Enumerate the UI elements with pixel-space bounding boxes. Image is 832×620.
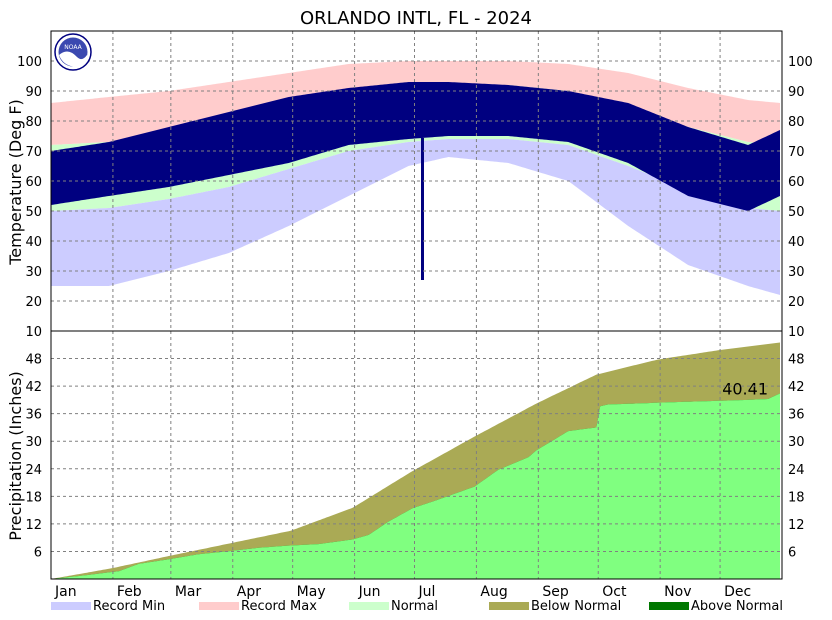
temp-tick-left: 20 — [25, 295, 42, 310]
precip-tick-right: 48 — [788, 353, 805, 368]
month-label: Aug — [480, 584, 507, 600]
precip-tick-left: 48 — [25, 353, 42, 368]
month-label: Jun — [358, 584, 381, 600]
legend-swatch — [349, 602, 389, 610]
legend-label: Normal — [391, 599, 438, 614]
temperature-panel: 10 10 20 20 30 30 40 40 50 50 60 60 70 70 80 80 90 90 100 1… — [17, 30, 813, 340]
legend-swatch — [489, 602, 529, 610]
temp-tick-right: 100 — [788, 55, 813, 70]
temp-tick-left: 100 — [17, 55, 42, 70]
temp-tick-right: 60 — [788, 175, 805, 190]
precip-tick-left: 36 — [25, 408, 42, 423]
month-label: Apr — [237, 584, 261, 600]
legend-item: Record Max — [199, 599, 317, 614]
temp-tick-left: 70 — [25, 145, 42, 160]
legend-label: Record Min — [93, 599, 165, 614]
temp-tick-left: 30 — [25, 265, 42, 280]
precip-tick-left: 24 — [25, 463, 42, 478]
temp-tick-right: 10 — [788, 325, 805, 340]
noaa-logo: NOAA — [54, 33, 92, 71]
legend-item: Below Normal — [489, 599, 621, 614]
month-label: May — [297, 584, 326, 600]
record-min-band — [51, 139, 780, 295]
temp-tick-right: 70 — [788, 145, 805, 160]
observed-temperature-band — [51, 82, 780, 211]
month-label: Feb — [117, 584, 142, 600]
precip-tick-right: 24 — [788, 463, 805, 478]
temp-tick-left: 60 — [25, 175, 42, 190]
precip-tick-right: 30 — [788, 435, 805, 450]
temp-tick-left: 50 — [25, 205, 42, 220]
month-label: Mar — [175, 584, 202, 600]
legend-swatch — [51, 602, 91, 610]
legend-swatch — [649, 602, 689, 610]
precip-tick-left: 30 — [25, 435, 42, 450]
chart-title: ORLANDO INTL, FL - 2024 — [300, 8, 532, 29]
month-label: Jan — [54, 584, 77, 600]
precipitation-axis-label: Precipitation (Inches) — [6, 371, 25, 541]
temp-tick-right: 50 — [788, 205, 805, 220]
precip-frame — [50, 330, 783, 580]
month-label: Nov — [664, 584, 691, 600]
month-label: Dec — [724, 584, 751, 600]
observed-precipitation-area — [51, 393, 780, 579]
precip-tick-right: 36 — [788, 408, 805, 423]
precip-tick-right: 6 — [788, 545, 796, 560]
temp-tick-right: 90 — [788, 85, 805, 100]
svg-text:NOAA: NOAA — [64, 44, 82, 51]
precip-tick-right: 12 — [788, 518, 805, 533]
precip-tick-right: 42 — [788, 380, 805, 395]
precip-tick-left: 42 — [25, 380, 42, 395]
legend-swatch — [199, 602, 239, 610]
legend-item: Above Normal — [649, 599, 783, 614]
legend-label: Below Normal — [531, 599, 621, 614]
month-label: Jul — [418, 584, 436, 600]
temp-tick-right: 40 — [788, 235, 805, 250]
precip-total-label: 40.41 — [722, 379, 768, 398]
precip-tick-right: 18 — [788, 490, 805, 505]
month-label: Sep — [542, 584, 569, 600]
precipitation-panel: 40.41 6 6 12 12 18 18 24 24 30 30 36 36 42 42 48 48 Jan Fe… — [25, 330, 805, 600]
legend-item: Normal — [349, 599, 438, 614]
temp-tick-left: 40 — [25, 235, 42, 250]
temp-tick-left: 90 — [25, 85, 42, 100]
legend-label: Above Normal — [691, 599, 783, 614]
legend-item: Record Min — [51, 599, 165, 614]
month-label: Oct — [602, 584, 627, 600]
legend-label: Record Max — [241, 599, 317, 614]
precip-tick-left: 18 — [25, 490, 42, 505]
temperature-axis-label: Temperature (Deg F) — [6, 99, 25, 266]
temp-tick-right: 80 — [788, 115, 805, 130]
legend: Record Min Record Max Normal Below Normal Ab… — [51, 599, 783, 614]
precip-tick-left: 6 — [34, 545, 42, 560]
temp-tick-left: 80 — [25, 115, 42, 130]
temp-tick-left: 10 — [25, 325, 42, 340]
temp-tick-right: 20 — [788, 295, 805, 310]
precip-tick-left: 12 — [25, 518, 42, 533]
temp-tick-right: 30 — [788, 265, 805, 280]
